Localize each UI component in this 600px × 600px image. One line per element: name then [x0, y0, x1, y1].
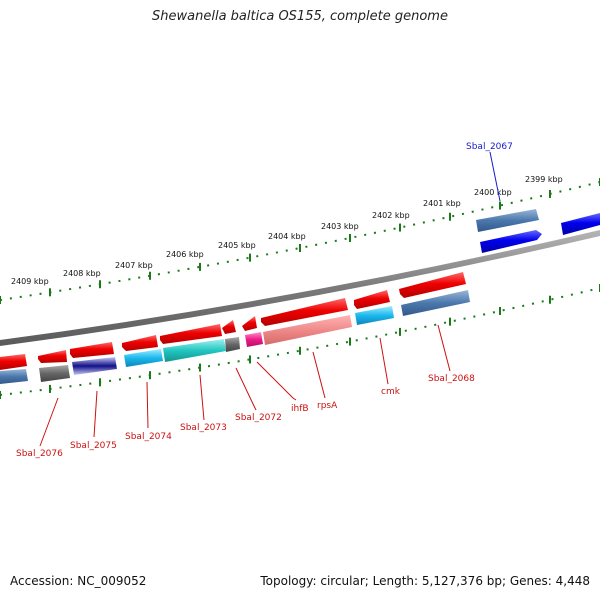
ruler-label-2399: 2399 kbp — [525, 175, 563, 184]
gene-label-sbal-2075: Sbal_2075 — [70, 441, 117, 451]
leader-ihfB — [256, 361, 297, 401]
gene-label-sbal-2067: Sbal_2067 — [466, 142, 513, 152]
gene-sbal-2076-arrow[interactable] — [38, 350, 67, 363]
inner-ruler-line — [0, 287, 600, 396]
gene-sbal-2068-box[interactable] — [401, 290, 470, 316]
gene-sbal-2075-box[interactable] — [72, 357, 117, 375]
gene-sbal-2067-cds[interactable] — [476, 209, 539, 232]
gene-ihfB-box[interactable] — [245, 332, 263, 347]
gene-cmk-arrow[interactable] — [354, 290, 390, 309]
leader-sbal-2067 — [489, 151, 501, 202]
gene-sbal-2072-arrow[interactable] — [222, 320, 236, 334]
gene-sbal-2075-arrow[interactable] — [70, 342, 114, 358]
leader-sbal-2075 — [93, 390, 98, 438]
leader-cmk — [379, 337, 389, 385]
gene-forward-right[interactable] — [561, 213, 600, 235]
ruler-label-2405: 2405 kbp — [218, 241, 256, 250]
leader-rpsA — [312, 351, 326, 399]
ruler-label-2403: 2403 kbp — [321, 222, 359, 231]
ruler-label-2400: 2400 kbp — [474, 188, 512, 197]
leader-sbal-2073 — [199, 374, 205, 421]
gene-label-sbal-2073: Sbal_2073 — [180, 423, 227, 433]
gene-sbal-2067-arrow[interactable] — [480, 230, 542, 253]
gene-label-sbal-2074: Sbal_2074 — [125, 432, 172, 442]
gene-rpsA-arrow[interactable] — [261, 298, 348, 326]
gene-sbal-2074-box[interactable] — [124, 349, 163, 367]
gene-label-ihfB: ihfB — [291, 404, 309, 414]
genome-summary-text: Topology: circular; Length: 5,127,376 bp… — [260, 574, 590, 588]
ruler-ticks — [0, 178, 600, 399]
gene-label-rpsA: rpsA — [317, 401, 338, 411]
accession-text: Accession: NC_009052 — [10, 574, 147, 588]
label-leaders — [39, 151, 501, 447]
genome-backbone — [0, 230, 600, 346]
ruler-label-2408: 2408 kbp — [63, 269, 101, 278]
inner-ruler — [0, 287, 600, 396]
leader-sbal-2076 — [39, 397, 59, 447]
ruler-label-2407: 2407 kbp — [115, 261, 153, 270]
gene-sbal-2073-box[interactable] — [163, 339, 226, 362]
gene-label-sbal-2076: Sbal_2076 — [16, 449, 63, 459]
ruler-label-2409: 2409 kbp — [11, 277, 49, 286]
gene-sbal-2074-arrow[interactable] — [122, 335, 158, 351]
ruler-label-2404: 2404 kbp — [268, 232, 306, 241]
gene-sbal-2068-arrow[interactable] — [399, 272, 466, 298]
gene-left-arrow[interactable] — [0, 354, 27, 370]
ruler-label-2406: 2406 kbp — [166, 250, 204, 259]
ruler-label-2402: 2402 kbp — [372, 211, 410, 220]
gene-rpsA-box[interactable] — [263, 315, 352, 345]
gene-ihfB-arrow[interactable] — [242, 316, 257, 331]
gene-sbal-2073-arrow[interactable] — [160, 324, 222, 344]
gene-cmk-box[interactable] — [355, 306, 394, 325]
ruler-label-2401: 2401 kbp — [423, 199, 461, 208]
leader-sbal-2072 — [235, 367, 257, 411]
gene-label-sbal-2072: Sbal_2072 — [235, 413, 282, 423]
leader-sbal-2074 — [146, 381, 149, 429]
gene-label-cmk: cmk — [381, 387, 401, 397]
gene-label-sbal-2068: Sbal_2068 — [428, 374, 475, 384]
leader-sbal-2068 — [437, 324, 451, 372]
map-title: Shewanella baltica OS155, complete genom… — [152, 9, 448, 24]
gene-sbal-2076-box[interactable] — [39, 365, 70, 382]
gene-sbal-2072-box[interactable] — [225, 337, 240, 352]
gene-left-box[interactable] — [0, 369, 28, 384]
